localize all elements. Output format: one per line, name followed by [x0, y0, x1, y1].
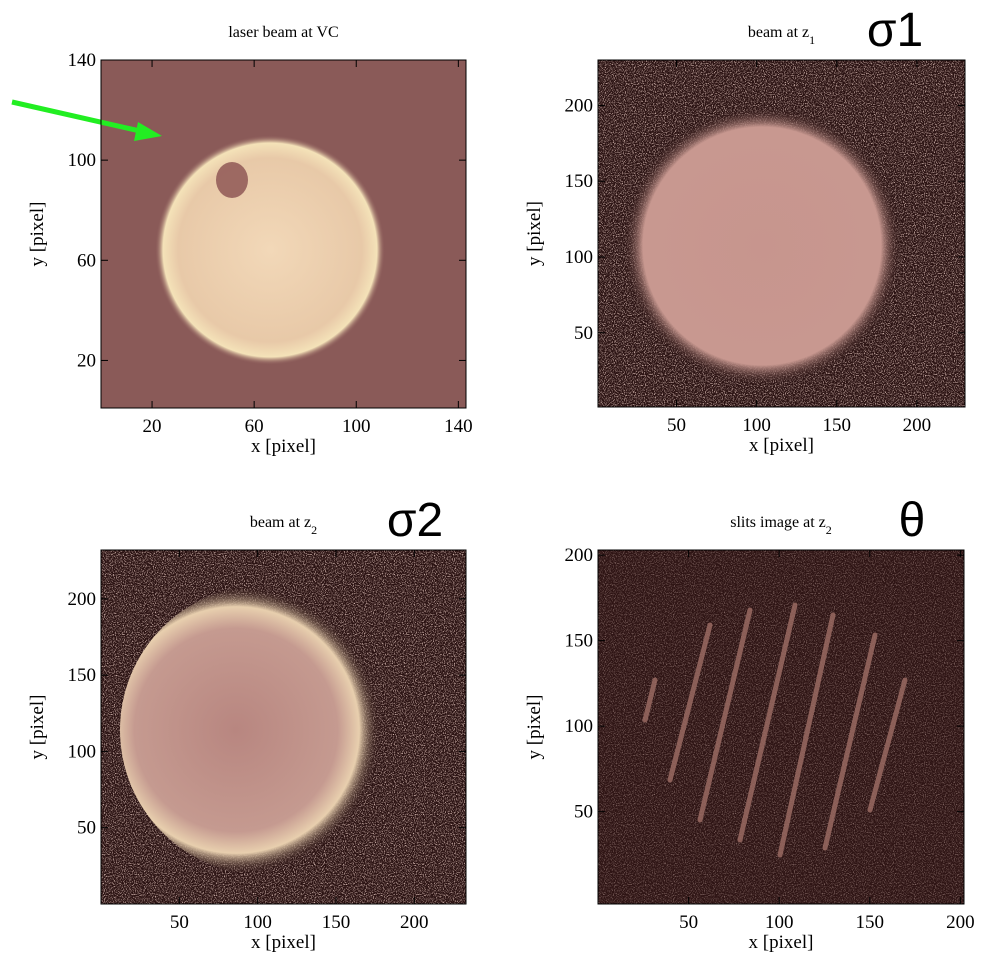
x-axis-label: x [pixel]: [251, 436, 316, 457]
title-text: beam at z: [250, 514, 311, 531]
x-tick-label: 200: [946, 912, 975, 933]
x-tick-label: 50: [170, 912, 189, 933]
chart-title: laser beam at VC: [228, 24, 338, 41]
x-tick-label: 100: [742, 415, 771, 436]
title-text: laser beam at VC: [228, 24, 338, 41]
chart-title: slits image at z2: [730, 514, 832, 537]
y-tick-label: 200: [565, 545, 594, 566]
y-tick-label: 200: [565, 95, 594, 116]
beam-spot: [622, 106, 902, 386]
title-subscript: 1: [809, 33, 815, 47]
images: [12, 60, 965, 904]
x-tick-label: 100: [243, 912, 272, 933]
x-axis-label: x [pixel]: [251, 932, 316, 953]
title-text: beam at z: [748, 24, 809, 41]
y-tick-label: 100: [68, 741, 97, 762]
x-tick-label: 150: [823, 415, 852, 436]
x-tick-label: 200: [400, 912, 429, 933]
title-subscript: 2: [826, 523, 832, 537]
y-tick-label: 200: [68, 589, 97, 610]
y-tick-label: 150: [565, 171, 594, 192]
y-tick-label: 100: [565, 716, 594, 737]
title-subscript: 2: [311, 523, 317, 537]
x-axis-label: x [pixel]: [749, 932, 814, 953]
y-tick-label: 50: [574, 323, 593, 344]
x-tick-label: 100: [765, 912, 794, 933]
y-tick-label: 50: [77, 818, 96, 839]
title-text: slits image at z: [730, 514, 826, 531]
y-tick-label: 100: [68, 150, 97, 171]
annotation: σ1: [867, 4, 923, 57]
annotation: σ2: [387, 494, 443, 547]
x-tick-label: 50: [679, 912, 698, 933]
x-tick-label: 140: [444, 416, 473, 437]
x-tick-label: 20: [143, 416, 162, 437]
beam-spot: [120, 585, 410, 875]
annotation: θ: [899, 494, 926, 547]
x-tick-label: 150: [322, 912, 351, 933]
y-tick-label: 150: [68, 665, 97, 686]
beam-spot: [155, 135, 385, 365]
y-tick-label: 100: [565, 247, 594, 268]
y-tick-label: 60: [77, 250, 96, 271]
y-axis-label: y [pixel]: [27, 202, 48, 267]
y-axis-label: y [pixel]: [27, 695, 48, 760]
x-tick-label: 60: [245, 416, 264, 437]
x-tick-label: 200: [903, 415, 932, 436]
x-tick-label: 50: [667, 415, 686, 436]
chart-title: beam at z1: [748, 24, 815, 47]
chart-title: beam at z2: [250, 514, 317, 537]
y-axis-label: y [pixel]: [524, 201, 545, 266]
y-tick-label: 50: [574, 802, 593, 823]
x-tick-label: 150: [856, 912, 885, 933]
y-tick-label: 150: [565, 631, 594, 652]
y-tick-label: 20: [77, 350, 96, 371]
x-axis-label: x [pixel]: [749, 435, 814, 456]
y-tick-label: 140: [68, 50, 97, 71]
figure: 20 60 100 140 20 60 100 140 x [pixel] y [pixel] la…: [0, 0, 983, 966]
beam-defect: [216, 162, 248, 198]
y-axis-label: y [pixel]: [524, 695, 545, 760]
x-tick-label: 100: [342, 416, 371, 437]
